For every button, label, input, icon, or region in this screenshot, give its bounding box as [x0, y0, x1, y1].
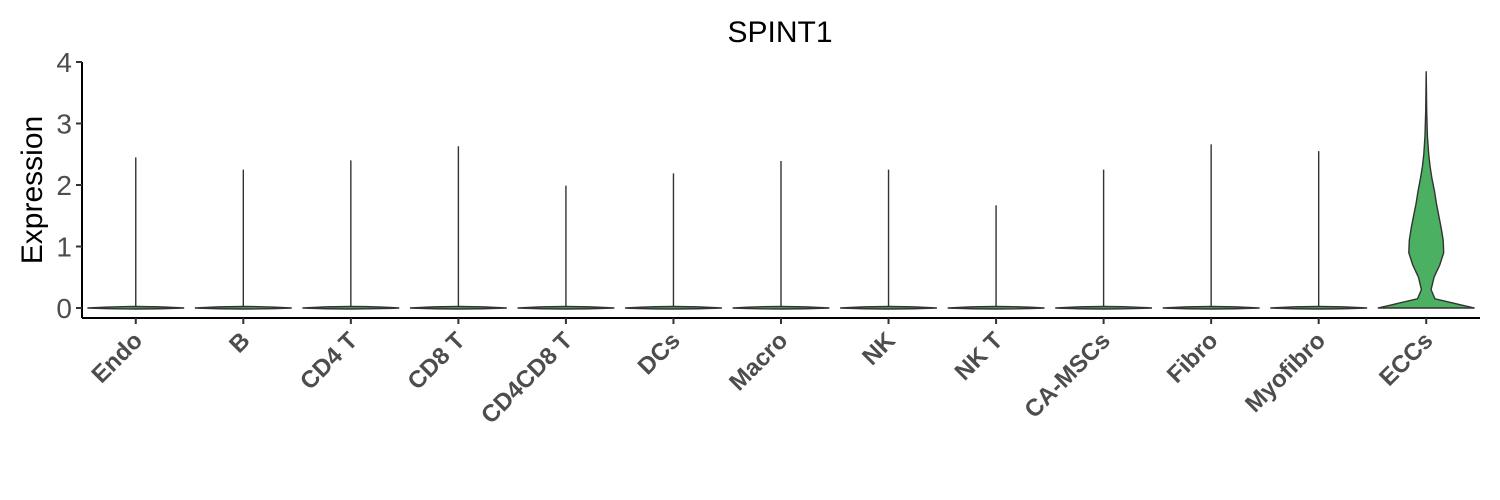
violin-macro — [732, 161, 830, 310]
x-tick-label: ECCs — [1374, 327, 1438, 391]
x-tick-label: Endo — [86, 327, 148, 389]
violin-base — [409, 305, 507, 310]
x-tick-label: Macro — [724, 327, 793, 396]
y-tick-label: 3 — [56, 109, 72, 140]
violin-eccs — [1377, 71, 1475, 309]
violin-base — [1162, 305, 1260, 310]
x-tick-label: Fibro — [1162, 327, 1224, 389]
x-axis-ticks: Endo B CD4 T CD8 T CD4CD8 T DCs Macro NK NK T CA-… — [86, 318, 1438, 429]
x-tick-label: CD4 T — [295, 327, 363, 395]
violin-ca-mscs — [1055, 169, 1153, 310]
chart-title: SPINT1 — [727, 16, 832, 49]
violin-cd4cd8-t — [517, 185, 615, 310]
y-tick-label: 1 — [56, 232, 72, 263]
x-tick-label: NK T — [950, 327, 1009, 386]
violin-series — [87, 71, 1475, 310]
violin-base — [302, 305, 400, 310]
violin-nk-t — [947, 205, 1045, 310]
y-axis-ticks: 0 1 2 3 4 — [56, 47, 82, 324]
violin-base — [625, 305, 722, 310]
violin-fibro — [1162, 144, 1260, 310]
x-tick-label: CD8 T — [403, 327, 471, 395]
x-tick-label: Myofibro — [1240, 327, 1331, 418]
violin-base — [1055, 305, 1153, 310]
x-tick-label: DCs — [633, 327, 686, 380]
violin-myofibro — [1270, 151, 1368, 310]
violin-endo — [87, 157, 185, 310]
y-axis-label: Expression — [16, 116, 49, 264]
y-tick-label: 0 — [56, 293, 72, 324]
x-tick-label: CA-MSCs — [1019, 327, 1115, 423]
violin-nk — [840, 169, 937, 310]
x-tick-label: NK — [857, 327, 901, 371]
violin-base — [517, 305, 615, 310]
violin-base — [87, 305, 185, 310]
y-tick-label: 4 — [56, 47, 72, 78]
violin-base — [947, 305, 1045, 310]
y-tick-label: 2 — [56, 170, 72, 201]
violin-dcs — [625, 173, 722, 310]
violin-b — [194, 169, 292, 310]
x-tick-label: CD4CD8 T — [476, 327, 578, 429]
violin-cd4-t — [302, 160, 400, 310]
x-tick-label: B — [224, 327, 255, 358]
violin-base — [732, 305, 830, 310]
violin-cd8-t — [409, 146, 507, 310]
violin-base — [194, 305, 292, 310]
violin-base — [1270, 305, 1368, 310]
violin-base — [840, 305, 937, 310]
